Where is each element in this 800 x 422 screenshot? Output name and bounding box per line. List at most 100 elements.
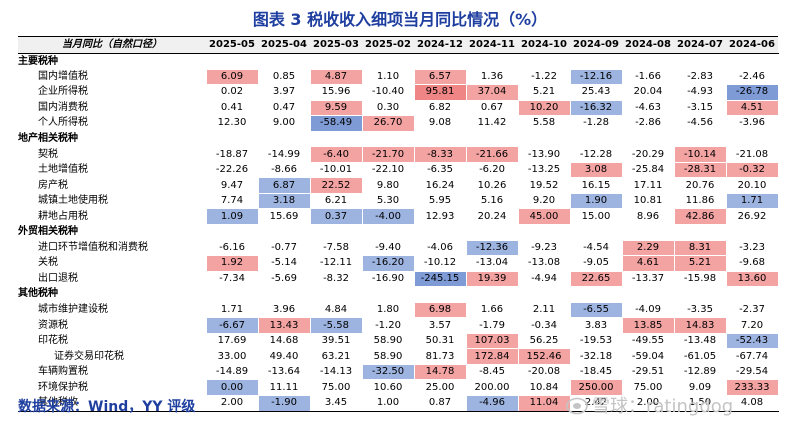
value-cell: 0.47 bbox=[257, 99, 311, 117]
value-cell: -21.66 bbox=[465, 146, 519, 163]
tax-yoy-table: 当月同比（自然口径） 2025-05 2025-04 2025-03 2025-02 2… bbox=[18, 36, 779, 412]
table-row: 资源税 -6.67 13.43 -5.58 -1.20 3.57 -1.79 -0.34 3.8… bbox=[18, 317, 779, 334]
value-cell: -18.87 bbox=[205, 146, 259, 163]
header-month: 2024-11 bbox=[466, 36, 518, 54]
value-cell bbox=[413, 286, 467, 303]
value-cell: 9.80 bbox=[361, 177, 415, 194]
snowball-logo-icon bbox=[566, 397, 588, 415]
value-cell: 42.86 bbox=[673, 208, 727, 226]
value-cell: 58.90 bbox=[361, 348, 415, 365]
value-cell: -18.45 bbox=[569, 363, 623, 381]
value-cell bbox=[725, 286, 779, 303]
value-cell: -1.79 bbox=[465, 317, 519, 334]
value-cell: 152.46 bbox=[517, 348, 571, 365]
value-cell: -4.94 bbox=[517, 270, 571, 288]
value-cell: 14.83 bbox=[673, 317, 727, 334]
value-cell bbox=[205, 130, 259, 148]
value-cell: -12.36 bbox=[465, 239, 519, 257]
value-cell: -16.90 bbox=[361, 270, 415, 288]
value-cell: -6.55 bbox=[569, 301, 623, 319]
value-cell: 13.85 bbox=[621, 317, 675, 334]
value-cell: -2.37 bbox=[725, 301, 779, 319]
value-cell: 1.90 bbox=[569, 192, 623, 210]
value-cell: 8.96 bbox=[621, 208, 675, 226]
value-cell bbox=[465, 130, 519, 148]
row-label: 资源税 bbox=[38, 319, 68, 331]
value-cell: 3.96 bbox=[257, 301, 311, 319]
value-cell: -19.53 bbox=[569, 332, 623, 350]
row-label: 进口环节增值税和消费税 bbox=[38, 241, 148, 253]
value-cell: -20.08 bbox=[517, 363, 571, 381]
value-cell bbox=[517, 130, 571, 148]
value-cell bbox=[361, 224, 415, 241]
category-label: 外贸相关税种 bbox=[18, 226, 78, 238]
value-cell: -20.29 bbox=[621, 146, 675, 163]
value-cell: 95.81 bbox=[413, 84, 467, 101]
value-cell: 6.87 bbox=[257, 177, 311, 194]
value-cell: -8.45 bbox=[465, 363, 519, 381]
value-cell: -2.83 bbox=[673, 68, 727, 86]
value-cell: -7.58 bbox=[309, 239, 363, 257]
value-cell: -1.90 bbox=[257, 395, 311, 412]
value-cell bbox=[413, 224, 467, 241]
value-cell: 9.08 bbox=[413, 115, 467, 132]
header-month: 2024-06 bbox=[726, 36, 778, 54]
category-row: 其他税种 bbox=[18, 286, 779, 303]
value-cell bbox=[621, 53, 675, 70]
value-cell bbox=[673, 286, 727, 303]
value-cell bbox=[673, 130, 727, 148]
value-cell: -9.23 bbox=[517, 239, 571, 257]
value-cell: -6.40 bbox=[309, 146, 363, 163]
value-cell: -13.04 bbox=[465, 255, 519, 272]
row-label: 出口退税 bbox=[38, 272, 78, 284]
value-cell bbox=[569, 286, 623, 303]
value-cell: 1.09 bbox=[205, 208, 259, 226]
value-cell: 9.00 bbox=[257, 115, 311, 132]
table-row: 房产税 9.47 6.87 22.52 9.80 16.24 10.26 19.52 16.15… bbox=[18, 177, 779, 194]
header-month: 2025-03 bbox=[310, 36, 362, 54]
value-cell: -22.10 bbox=[361, 161, 415, 179]
category-row: 地产相关税种 bbox=[18, 130, 779, 148]
value-cell: -12.11 bbox=[309, 255, 363, 272]
value-cell: 3.57 bbox=[413, 317, 467, 334]
value-cell: -4.00 bbox=[361, 208, 415, 226]
value-cell: -16.32 bbox=[569, 99, 623, 117]
value-cell bbox=[725, 53, 779, 70]
value-cell: -0.34 bbox=[517, 317, 571, 334]
value-cell: 7.74 bbox=[205, 192, 259, 210]
value-cell: -12.28 bbox=[569, 146, 623, 163]
value-cell: 2.00 bbox=[205, 395, 259, 412]
header-month: 2024-09 bbox=[570, 36, 622, 54]
value-cell: 17.69 bbox=[205, 332, 259, 350]
value-cell: -9.40 bbox=[361, 239, 415, 257]
value-cell: 5.16 bbox=[465, 192, 519, 210]
table-row: 城镇土地使用税 7.74 3.18 6.21 5.30 5.95 5.16 9.20 1.90 1… bbox=[18, 192, 779, 210]
value-cell: 1.66 bbox=[465, 301, 519, 319]
table-row: 土地增值税 -22.26 -8.66 -10.01 -22.10 -6.35 -6.20 -1… bbox=[18, 161, 779, 179]
value-cell: 4.51 bbox=[725, 99, 779, 117]
table-row: 国内消费税 0.41 0.47 9.59 0.30 6.82 0.67 10.20 -16.32… bbox=[18, 99, 779, 117]
value-cell bbox=[205, 286, 259, 303]
value-cell: 4.61 bbox=[621, 255, 675, 272]
value-cell: 6.98 bbox=[413, 301, 467, 319]
value-cell: 4.87 bbox=[309, 68, 363, 86]
value-cell: 12.30 bbox=[205, 115, 259, 132]
value-cell: 6.57 bbox=[413, 68, 467, 86]
value-cell: -21.08 bbox=[725, 146, 779, 163]
row-label: 耕地占用税 bbox=[38, 210, 88, 222]
category-label: 地产相关税种 bbox=[18, 133, 78, 144]
value-cell: 9.20 bbox=[517, 192, 571, 210]
value-cell: 3.97 bbox=[257, 84, 311, 101]
row-label: 关税 bbox=[38, 257, 58, 269]
row-label: 车辆购置税 bbox=[38, 366, 88, 378]
value-cell: -10.12 bbox=[413, 255, 467, 272]
value-cell: -14.13 bbox=[309, 363, 363, 381]
value-cell: 5.21 bbox=[673, 255, 727, 272]
header-month: 2025-04 bbox=[258, 36, 310, 54]
value-cell bbox=[621, 224, 675, 241]
value-cell: 33.00 bbox=[205, 348, 259, 365]
value-cell: 0.37 bbox=[309, 208, 363, 226]
value-cell: -3.15 bbox=[673, 99, 727, 117]
value-cell: -28.31 bbox=[673, 161, 727, 179]
value-cell: -12.89 bbox=[673, 363, 727, 381]
